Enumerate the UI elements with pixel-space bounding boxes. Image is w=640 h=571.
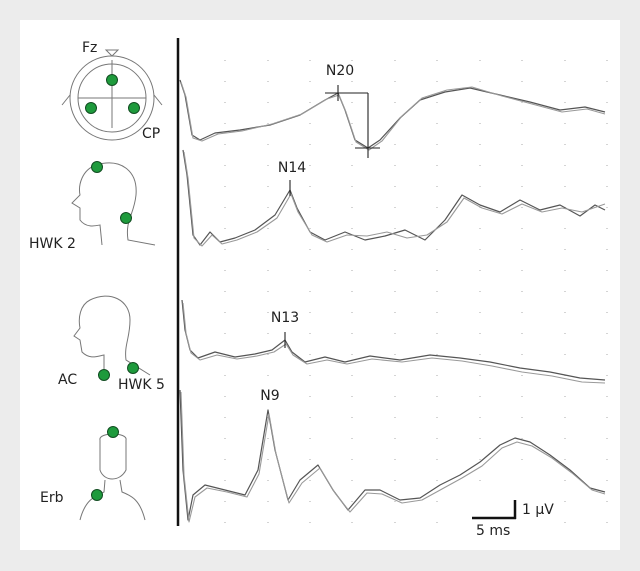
time-scale-label: 5 ms xyxy=(476,523,510,539)
peak-label: N9 xyxy=(260,388,279,404)
electrode-label: Erb xyxy=(40,490,64,506)
electrode-label: Fz xyxy=(82,40,97,56)
electrode-label: CP xyxy=(142,126,160,142)
figure: Fz CP HWK 2 AC HWK 5 Erb N20 N14 N13 N9 … xyxy=(0,0,640,571)
peak-label: N13 xyxy=(271,310,299,326)
electrode-label: AC xyxy=(58,372,77,388)
electrode-label: HWK 2 xyxy=(29,236,76,252)
peak-label: N14 xyxy=(278,160,306,176)
amplitude-scale-label: 1 µV xyxy=(522,502,554,518)
peak-label: N20 xyxy=(326,63,354,79)
electrode-label: HWK 5 xyxy=(118,377,165,393)
panel xyxy=(20,20,620,550)
